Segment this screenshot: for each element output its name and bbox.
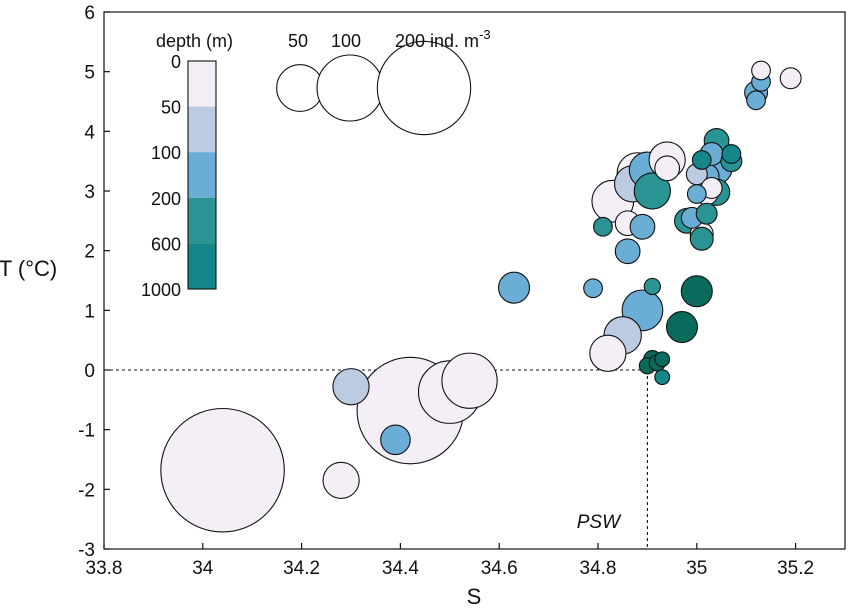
data-point [654, 369, 671, 386]
data-point [654, 155, 681, 182]
data-point [593, 216, 613, 237]
data-point [614, 238, 641, 265]
data-point [160, 407, 285, 533]
data-point [751, 60, 771, 81]
x-tick-label: 34.2 [283, 558, 320, 579]
colorbar-segment [188, 243, 216, 289]
data-point [689, 226, 714, 251]
colorbar-segment [188, 61, 216, 107]
x-tick-label: 34.6 [481, 558, 518, 579]
data-point [441, 352, 498, 409]
data-points [160, 60, 802, 533]
data-point [643, 277, 661, 296]
colorbar-segment [188, 197, 216, 244]
colorbar-title: depth (m) [156, 31, 233, 51]
colorbar-segment [188, 152, 216, 198]
axes: 33.8 34 34.2 34.4 34.6 34.8 35 35.2-3-2-1012345… [78, 3, 846, 579]
size-legend-unit-superscript: -3 [479, 27, 491, 42]
x-tick-label: 34 [192, 558, 214, 579]
x-tick-label: 33.8 [86, 558, 123, 579]
data-point [583, 278, 603, 299]
y-tick-label: 1 [84, 301, 95, 322]
data-point [665, 311, 699, 344]
size-legend-circle [316, 54, 384, 122]
data-point [691, 150, 712, 170]
plot-frame [103, 11, 846, 550]
size-legend-circle [276, 64, 324, 112]
y-axis-label: T (°C) [0, 256, 57, 281]
y-tick-label: 6 [84, 3, 95, 24]
x-tick-label: 35 [686, 558, 707, 579]
data-point [380, 424, 411, 456]
colorbar-frame [187, 60, 217, 290]
y-tick-label: 5 [84, 63, 95, 84]
y-tick-label: 0 [84, 361, 95, 382]
data-point [322, 461, 360, 500]
data-point [695, 202, 718, 225]
x-tick-label: 34.4 [382, 558, 419, 579]
colorbar-segment [188, 106, 216, 153]
y-tick-label: -1 [78, 421, 95, 442]
size-legend-label: 100 [331, 31, 361, 51]
data-point [497, 271, 531, 304]
size-legend-circle [376, 40, 472, 136]
colorbar-level-label: 1000 [141, 280, 181, 300]
data-point [779, 67, 802, 90]
psw-label: PSW [577, 512, 622, 533]
y-tick-label: -2 [78, 480, 95, 501]
y-tick-label: 2 [84, 242, 95, 263]
x-tick-label: 35.2 [777, 558, 814, 579]
y-tick-label: -3 [78, 540, 95, 561]
data-point [680, 275, 713, 308]
legend: 0 50 100 200 600 1000 depth (m) 50 100 200 ind. m… [141, 27, 491, 300]
data-point [589, 334, 627, 372]
colorbar-level-label: 100 [151, 143, 181, 163]
data-point [629, 213, 656, 240]
data-point [746, 90, 766, 111]
colorbar-level-label: 50 [161, 98, 181, 118]
data-point [654, 351, 671, 368]
y-tick-label: 4 [84, 122, 95, 143]
colorbar-level-label: 600 [151, 234, 181, 254]
data-point [721, 144, 742, 164]
data-point [332, 368, 370, 406]
x-tick-label: 34.8 [580, 558, 617, 579]
data-point [633, 172, 671, 210]
colorbar-level-label: 200 [151, 189, 181, 209]
size-legend-label: 200 ind. m-3 [395, 27, 491, 51]
y-tick-label: 3 [84, 182, 95, 203]
size-legend-label: 50 [288, 31, 308, 51]
colorbar-level-label: 0 [171, 52, 181, 72]
x-axis-label: S [467, 584, 482, 609]
data-point [686, 184, 707, 204]
